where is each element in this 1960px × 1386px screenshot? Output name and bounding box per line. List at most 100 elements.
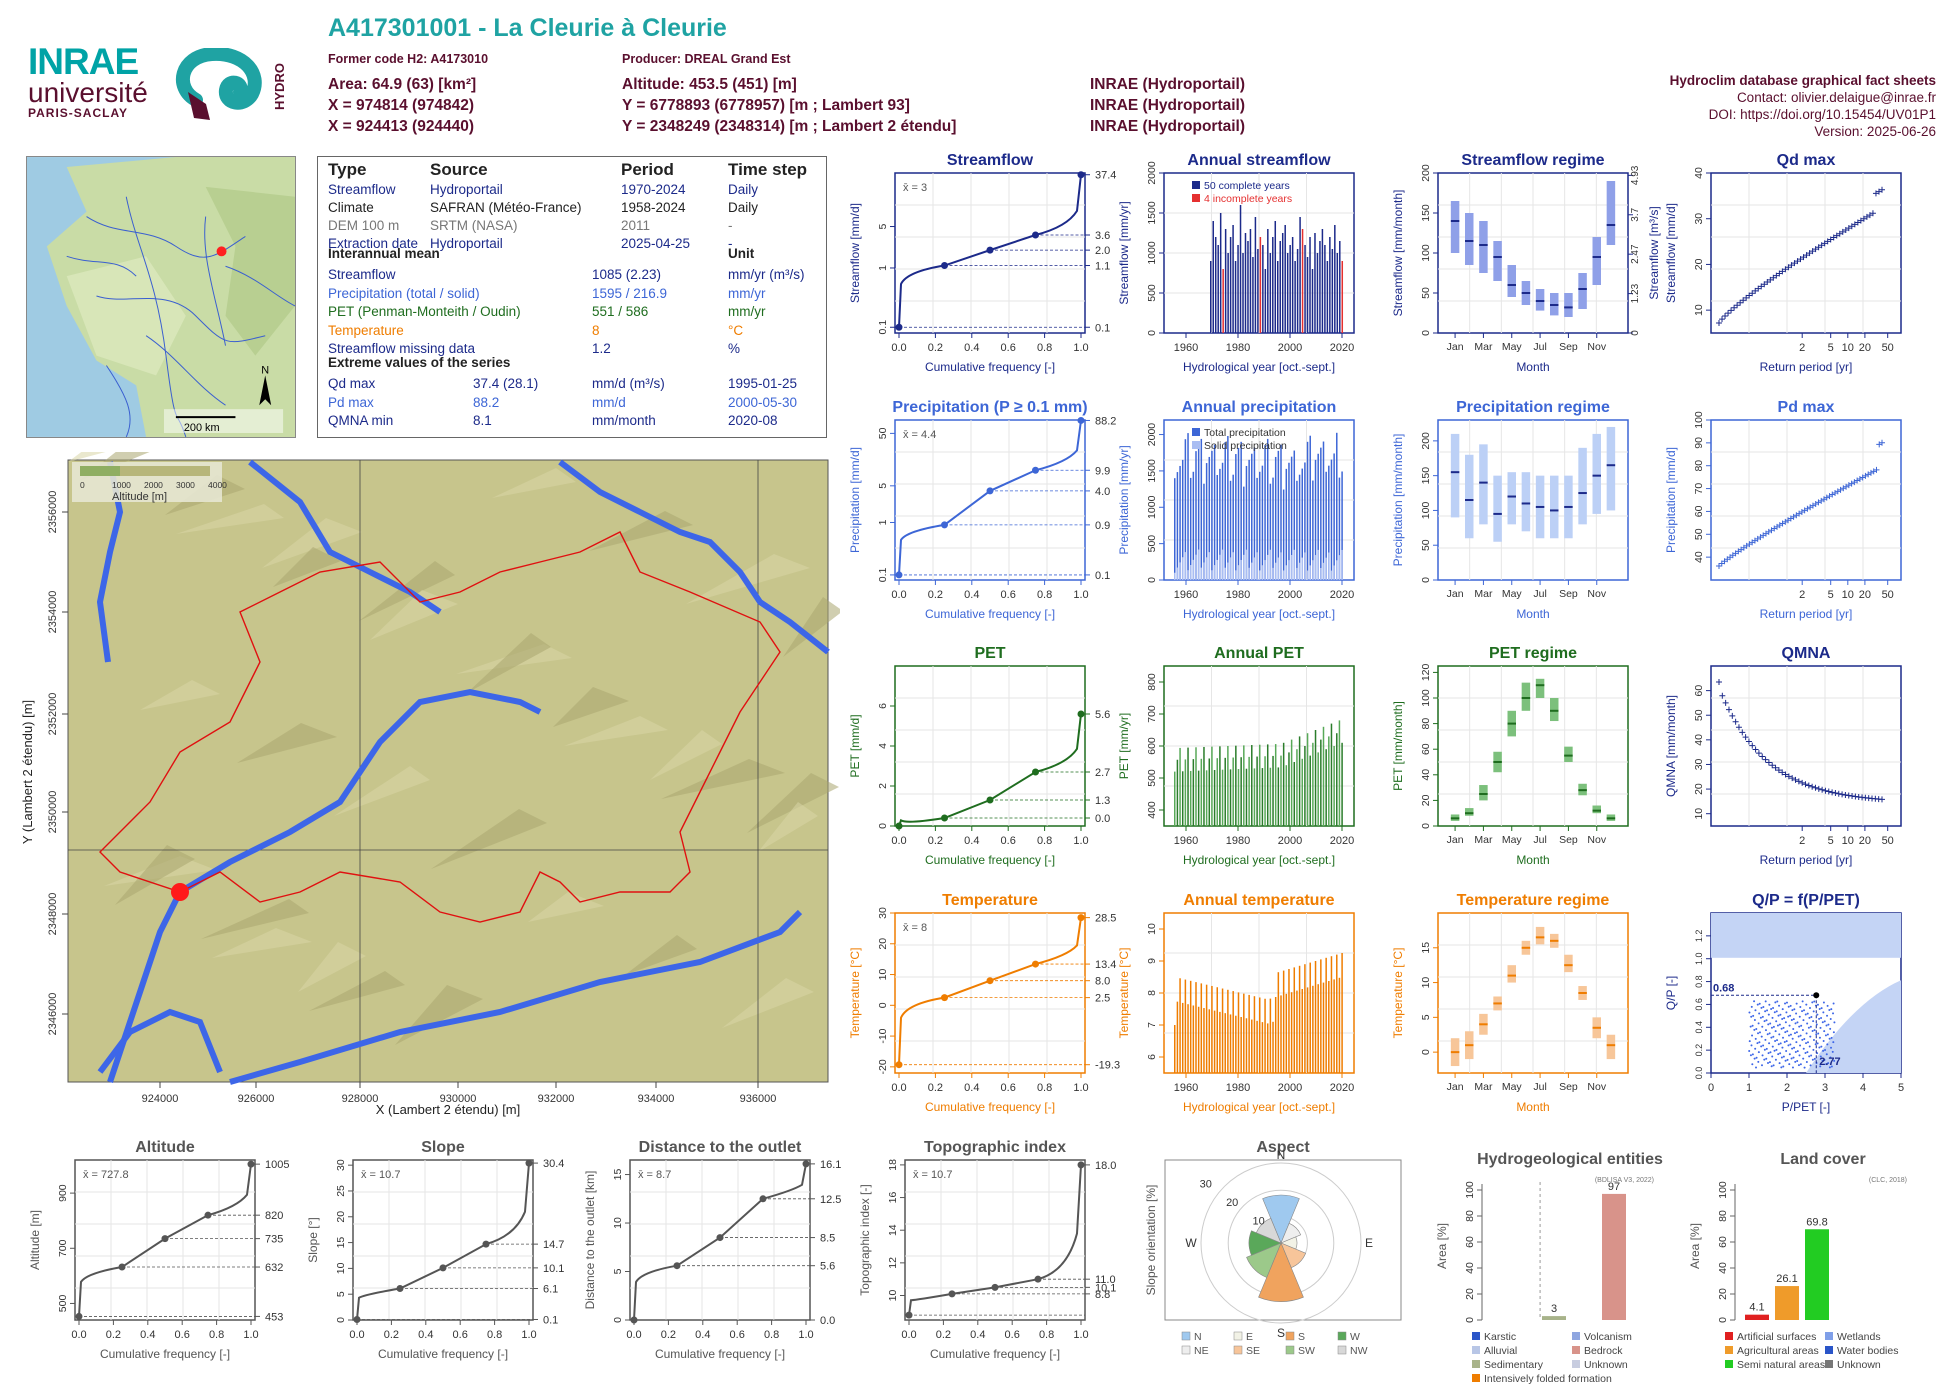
- x-axis-label: Return period [yr]: [1760, 853, 1853, 867]
- solid-bar: [1227, 562, 1229, 580]
- y-tick: 700: [1146, 705, 1158, 723]
- annual-bar: [1219, 1011, 1221, 1073]
- solid-bar: [1328, 552, 1330, 580]
- qp-point: [1797, 1035, 1800, 1038]
- qp-point: [1776, 1024, 1779, 1027]
- return-period-point: [1716, 563, 1722, 569]
- legend-swatch: [1572, 1346, 1580, 1354]
- left-tick: 16: [887, 1192, 899, 1204]
- annual-bar: [1195, 451, 1197, 580]
- legend-label: Solid precipitation: [1204, 440, 1287, 452]
- source-timestep: -: [728, 218, 733, 233]
- x-tick: 0.8: [487, 1329, 502, 1341]
- return-period-point: [1879, 186, 1885, 193]
- qp-point: [1781, 1008, 1784, 1011]
- return-period-point: [1842, 226, 1849, 233]
- source-3: INRAE (Hydroportail): [1090, 118, 1245, 135]
- x-tick: Jan: [1447, 588, 1464, 600]
- qp-point: [1830, 1036, 1833, 1039]
- y-tick: 50: [1420, 539, 1432, 551]
- qp-point: [1771, 1055, 1774, 1058]
- qp-point: [1818, 1036, 1821, 1039]
- x-tick: Nov: [1587, 588, 1606, 600]
- qp-point: [1802, 1019, 1805, 1022]
- qp-point: [1822, 1040, 1825, 1043]
- annual-bar: [1341, 742, 1343, 826]
- return-period-point: [1716, 679, 1722, 685]
- annual-bar: [1328, 736, 1330, 826]
- y-tick: 0: [1464, 1317, 1476, 1323]
- y-tick: 100: [1464, 1181, 1476, 1199]
- qp-point: [1828, 1037, 1831, 1040]
- contact[interactable]: Contact: olivier.delaigue@inrae.fr: [1736, 90, 1936, 105]
- annual-bar: [1256, 756, 1258, 826]
- annual-bar: [1197, 1006, 1200, 1073]
- regime-box: [1521, 472, 1531, 532]
- annual-bar: [1296, 990, 1298, 1073]
- qp-point: [1776, 1039, 1779, 1042]
- relief-ridge: [298, 942, 366, 992]
- relief-ridge: [370, 590, 458, 640]
- plot-frame: [1710, 172, 1902, 334]
- regime-box: [1507, 265, 1516, 297]
- annual-bar: [1299, 217, 1301, 333]
- rose-ring-label: 30: [1200, 1179, 1212, 1191]
- doi-link[interactable]: DOI: https://doi.org/10.15454/UV01P1: [1708, 107, 1936, 122]
- return-period-point: [1800, 254, 1807, 261]
- return-period-point: [1782, 266, 1789, 273]
- qp-point: [1832, 1031, 1835, 1034]
- x-tick: 2: [1784, 1082, 1790, 1094]
- x-tick: 50: [1882, 342, 1894, 354]
- rose-direction: S: [1277, 1326, 1285, 1340]
- x-tick: 0.6: [730, 1329, 745, 1341]
- annual-bar: [1237, 447, 1240, 580]
- annual-bar: [1192, 471, 1195, 580]
- y-tick: 1.0: [1694, 952, 1704, 965]
- solid-bar: [1211, 570, 1213, 580]
- x-tick: Sep: [1559, 1081, 1578, 1093]
- energy-limit-zone: [1711, 913, 1901, 958]
- x-tick: 0.4: [964, 835, 979, 847]
- solid-bar: [1184, 552, 1187, 580]
- return-period-point: [1772, 764, 1779, 771]
- legend-swatch: [1181, 1331, 1191, 1341]
- extreme-label: Pd max: [328, 394, 374, 410]
- annual-bar: [1234, 261, 1237, 333]
- y-tick: 0: [1420, 330, 1432, 336]
- y-tick: 10: [1420, 977, 1432, 989]
- solid-bar: [1200, 567, 1203, 580]
- qp-point: [1758, 1012, 1761, 1015]
- legend-label: Alluvial: [1484, 1345, 1517, 1357]
- x-tick: 1980: [1226, 1082, 1250, 1094]
- solid-bar: [1325, 557, 1327, 580]
- map-ylabel: Y (Lambert 2 étendu) [m]: [20, 700, 35, 844]
- qp-point: [1797, 1064, 1800, 1067]
- x-tick: 0.6: [1001, 835, 1016, 847]
- x-tick: 1.0: [1073, 1082, 1088, 1094]
- y-tick: 400: [1146, 801, 1158, 819]
- qp-point: [1758, 1002, 1761, 1005]
- quantile-point: [941, 994, 948, 1002]
- quantile-point: [759, 1195, 767, 1203]
- legend-swatch: [1572, 1360, 1580, 1368]
- quantile-point: [986, 487, 994, 495]
- return-period-point: [1822, 787, 1829, 794]
- quantile-point: [396, 1285, 404, 1293]
- qp-point: [1774, 1001, 1777, 1004]
- quantile-point: [895, 571, 903, 579]
- regime-box: [1606, 181, 1616, 245]
- qp-point: [1772, 1035, 1775, 1038]
- x-tick: 2000: [1278, 342, 1302, 354]
- right-tick: 4.93: [1630, 165, 1641, 185]
- annual-bar: [1253, 996, 1256, 1073]
- solid-bar: [1232, 552, 1234, 580]
- y-tick: 1.2: [1694, 930, 1704, 943]
- x-tick: 5: [1828, 589, 1834, 601]
- annual-bar: [1293, 450, 1296, 580]
- annual-bar: [1227, 253, 1229, 333]
- altitude-legend-tick: 4000: [208, 480, 227, 490]
- qp-point: [1812, 1020, 1815, 1023]
- chart-slope_curve: Slope Cumulative frequency [-] Slope [°] 0.…: [306, 1139, 564, 1361]
- annual-bar: [1245, 1018, 1248, 1073]
